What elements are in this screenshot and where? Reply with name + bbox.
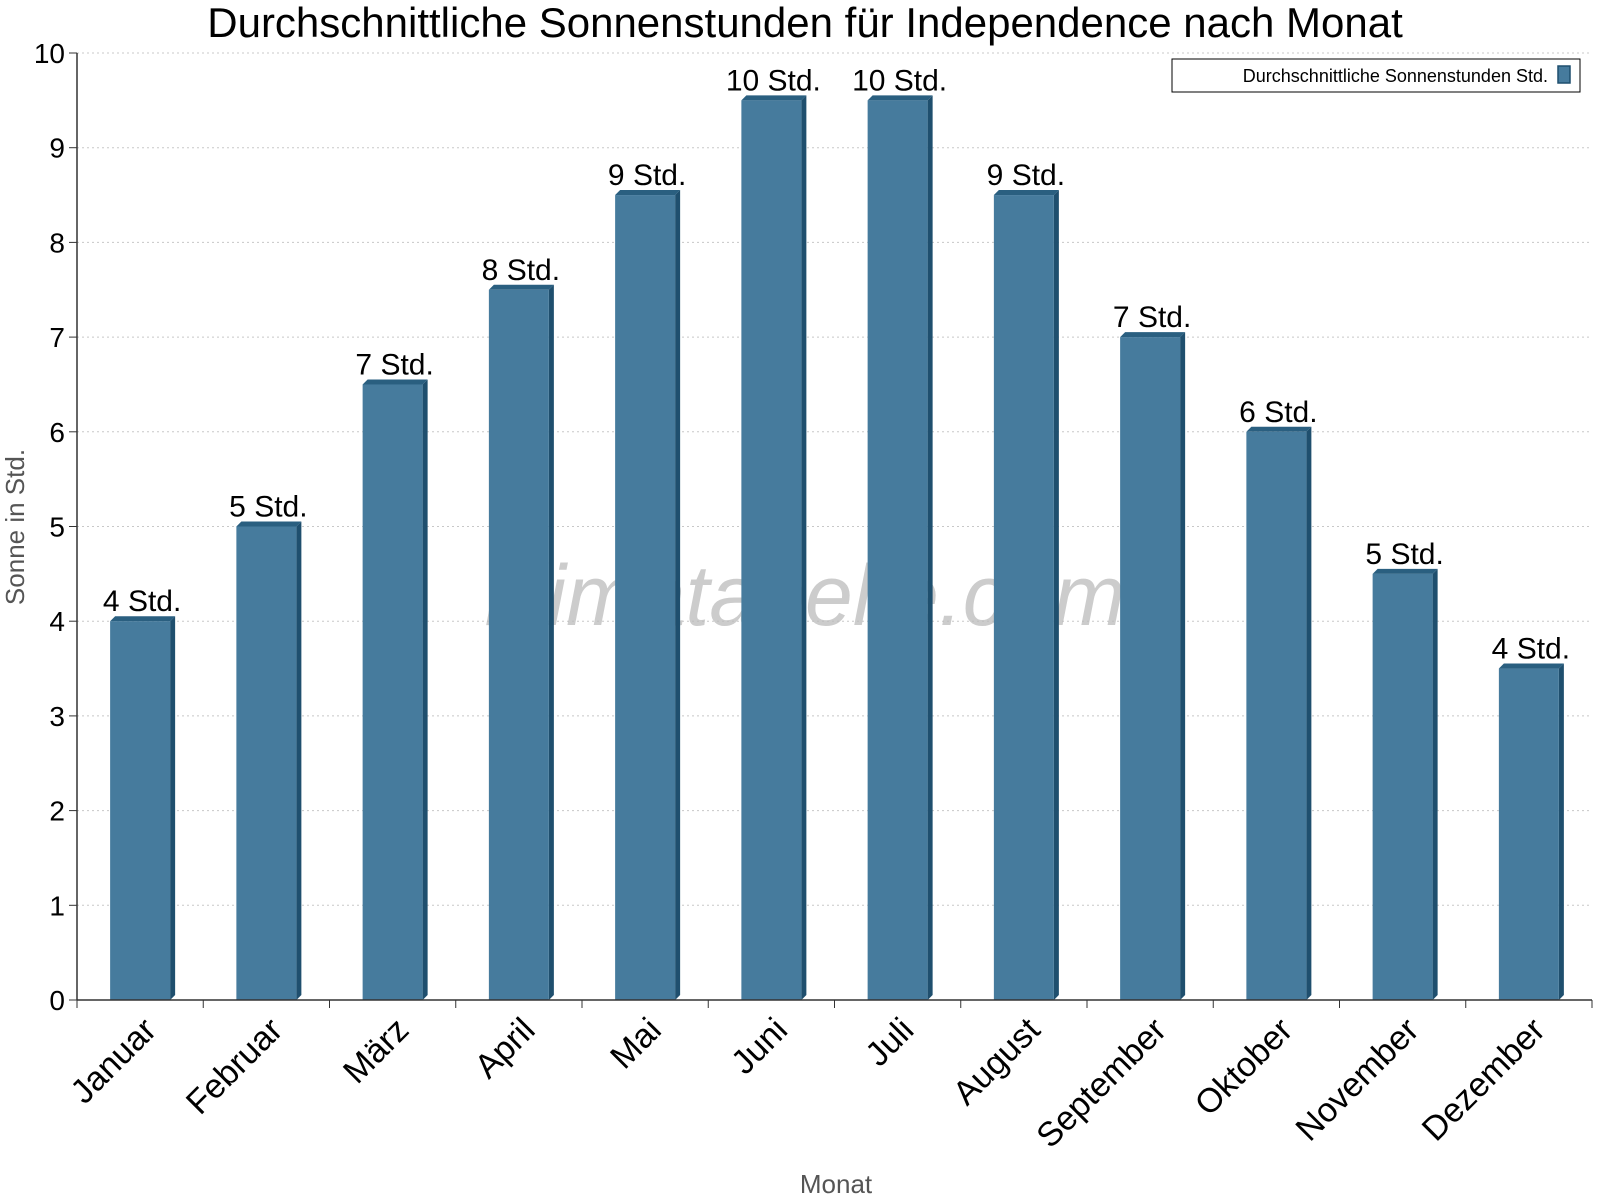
bar-side: [170, 616, 176, 1000]
bar-front: [615, 195, 676, 1001]
data-label: 7 Std.: [355, 348, 433, 381]
bar-top: [1246, 426, 1312, 432]
bar-front: [867, 100, 928, 1001]
bar-november: [1372, 568, 1438, 1000]
chart-title: Durchschnittliche Sonnenstunden für Inde…: [207, 0, 1403, 46]
legend-box: [1171, 58, 1581, 93]
bar-side: [1558, 663, 1564, 1000]
bar-dezember: [1498, 663, 1564, 1000]
bar-front: [110, 621, 171, 1000]
bar-side: [1306, 426, 1312, 1000]
bar-side: [422, 379, 428, 1000]
y-tick-label: 5: [49, 512, 65, 543]
bar-side: [927, 95, 933, 1001]
bar-top: [741, 95, 807, 101]
bars: [110, 95, 1564, 1001]
data-label: 10 Std.: [726, 64, 821, 97]
y-axis-label: Sonne in Std.: [0, 449, 30, 605]
data-label: 5 Std.: [229, 491, 307, 524]
legend-swatch: [1557, 65, 1571, 84]
x-axis-label: Monat: [800, 1169, 873, 1199]
bar-top: [236, 521, 302, 527]
data-label: 9 Std.: [987, 159, 1065, 192]
bar-side: [296, 521, 302, 1000]
data-label: 4 Std.: [103, 585, 181, 618]
bar-front: [993, 195, 1054, 1001]
y-tick-label: 3: [49, 701, 65, 732]
y-tick-label: 2: [49, 796, 65, 827]
bar-top: [362, 379, 428, 385]
data-label: 9 Std.: [608, 159, 686, 192]
legend: Durchschnittliche Sonnenstunden Std.: [1171, 58, 1581, 93]
bar-januar: [110, 616, 176, 1000]
bar-august: [993, 190, 1059, 1001]
bar-top: [110, 616, 176, 622]
bar-front: [362, 384, 423, 1000]
bar-top: [615, 190, 681, 196]
data-label: 4 Std.: [1492, 633, 1570, 666]
bar-side: [1053, 190, 1059, 1001]
bar-top: [867, 95, 933, 101]
legend-label: Durchschnittliche Sonnenstunden Std.: [1243, 66, 1548, 86]
bar-side: [1180, 332, 1186, 1001]
bar-top: [1498, 663, 1564, 669]
bar-front: [1120, 337, 1181, 1001]
bar-top: [1120, 332, 1186, 338]
data-labels: 4 Std. 5 Std. 7 Std. 8 Std. 9 Std. 10 Std. 10 …: [103, 64, 1570, 665]
data-label: 5 Std.: [1365, 538, 1443, 571]
y-tick-label: 4: [49, 606, 65, 637]
data-label: 6 Std.: [1239, 396, 1317, 429]
bar-front: [1498, 668, 1559, 1000]
bar-september: [1120, 332, 1186, 1001]
data-label: 7 Std.: [1113, 301, 1191, 334]
y-tick-label: 7: [49, 322, 65, 353]
data-label: 10 Std.: [852, 64, 947, 97]
bar-märz: [362, 379, 428, 1000]
bar-front: [236, 526, 297, 1000]
bar-mai: [615, 190, 681, 1001]
y-tick-label: 8: [49, 227, 65, 258]
y-tick-label: 6: [49, 417, 65, 448]
y-tick-label: 10: [34, 38, 65, 69]
bar-side: [1432, 568, 1438, 1000]
bar-side: [675, 190, 681, 1001]
bar-front: [1372, 573, 1433, 1000]
data-label: 8 Std.: [482, 254, 560, 287]
bar-front: [488, 289, 549, 1000]
bar-april: [488, 284, 554, 1000]
bar-side: [801, 95, 807, 1001]
bar-juli: [867, 95, 933, 1001]
bar-side: [548, 284, 554, 1000]
bar-top: [488, 284, 554, 290]
y-tick-label: 1: [49, 890, 65, 921]
bar-front: [741, 100, 802, 1001]
y-tick-label: 0: [49, 985, 65, 1016]
y-tick-label: 9: [49, 133, 65, 164]
bar-juni: [741, 95, 807, 1001]
bar-top: [993, 190, 1059, 196]
bar-oktober: [1246, 426, 1312, 1000]
bar-top: [1372, 568, 1438, 574]
bar-front: [1246, 431, 1307, 1000]
bar-februar: [236, 521, 302, 1000]
